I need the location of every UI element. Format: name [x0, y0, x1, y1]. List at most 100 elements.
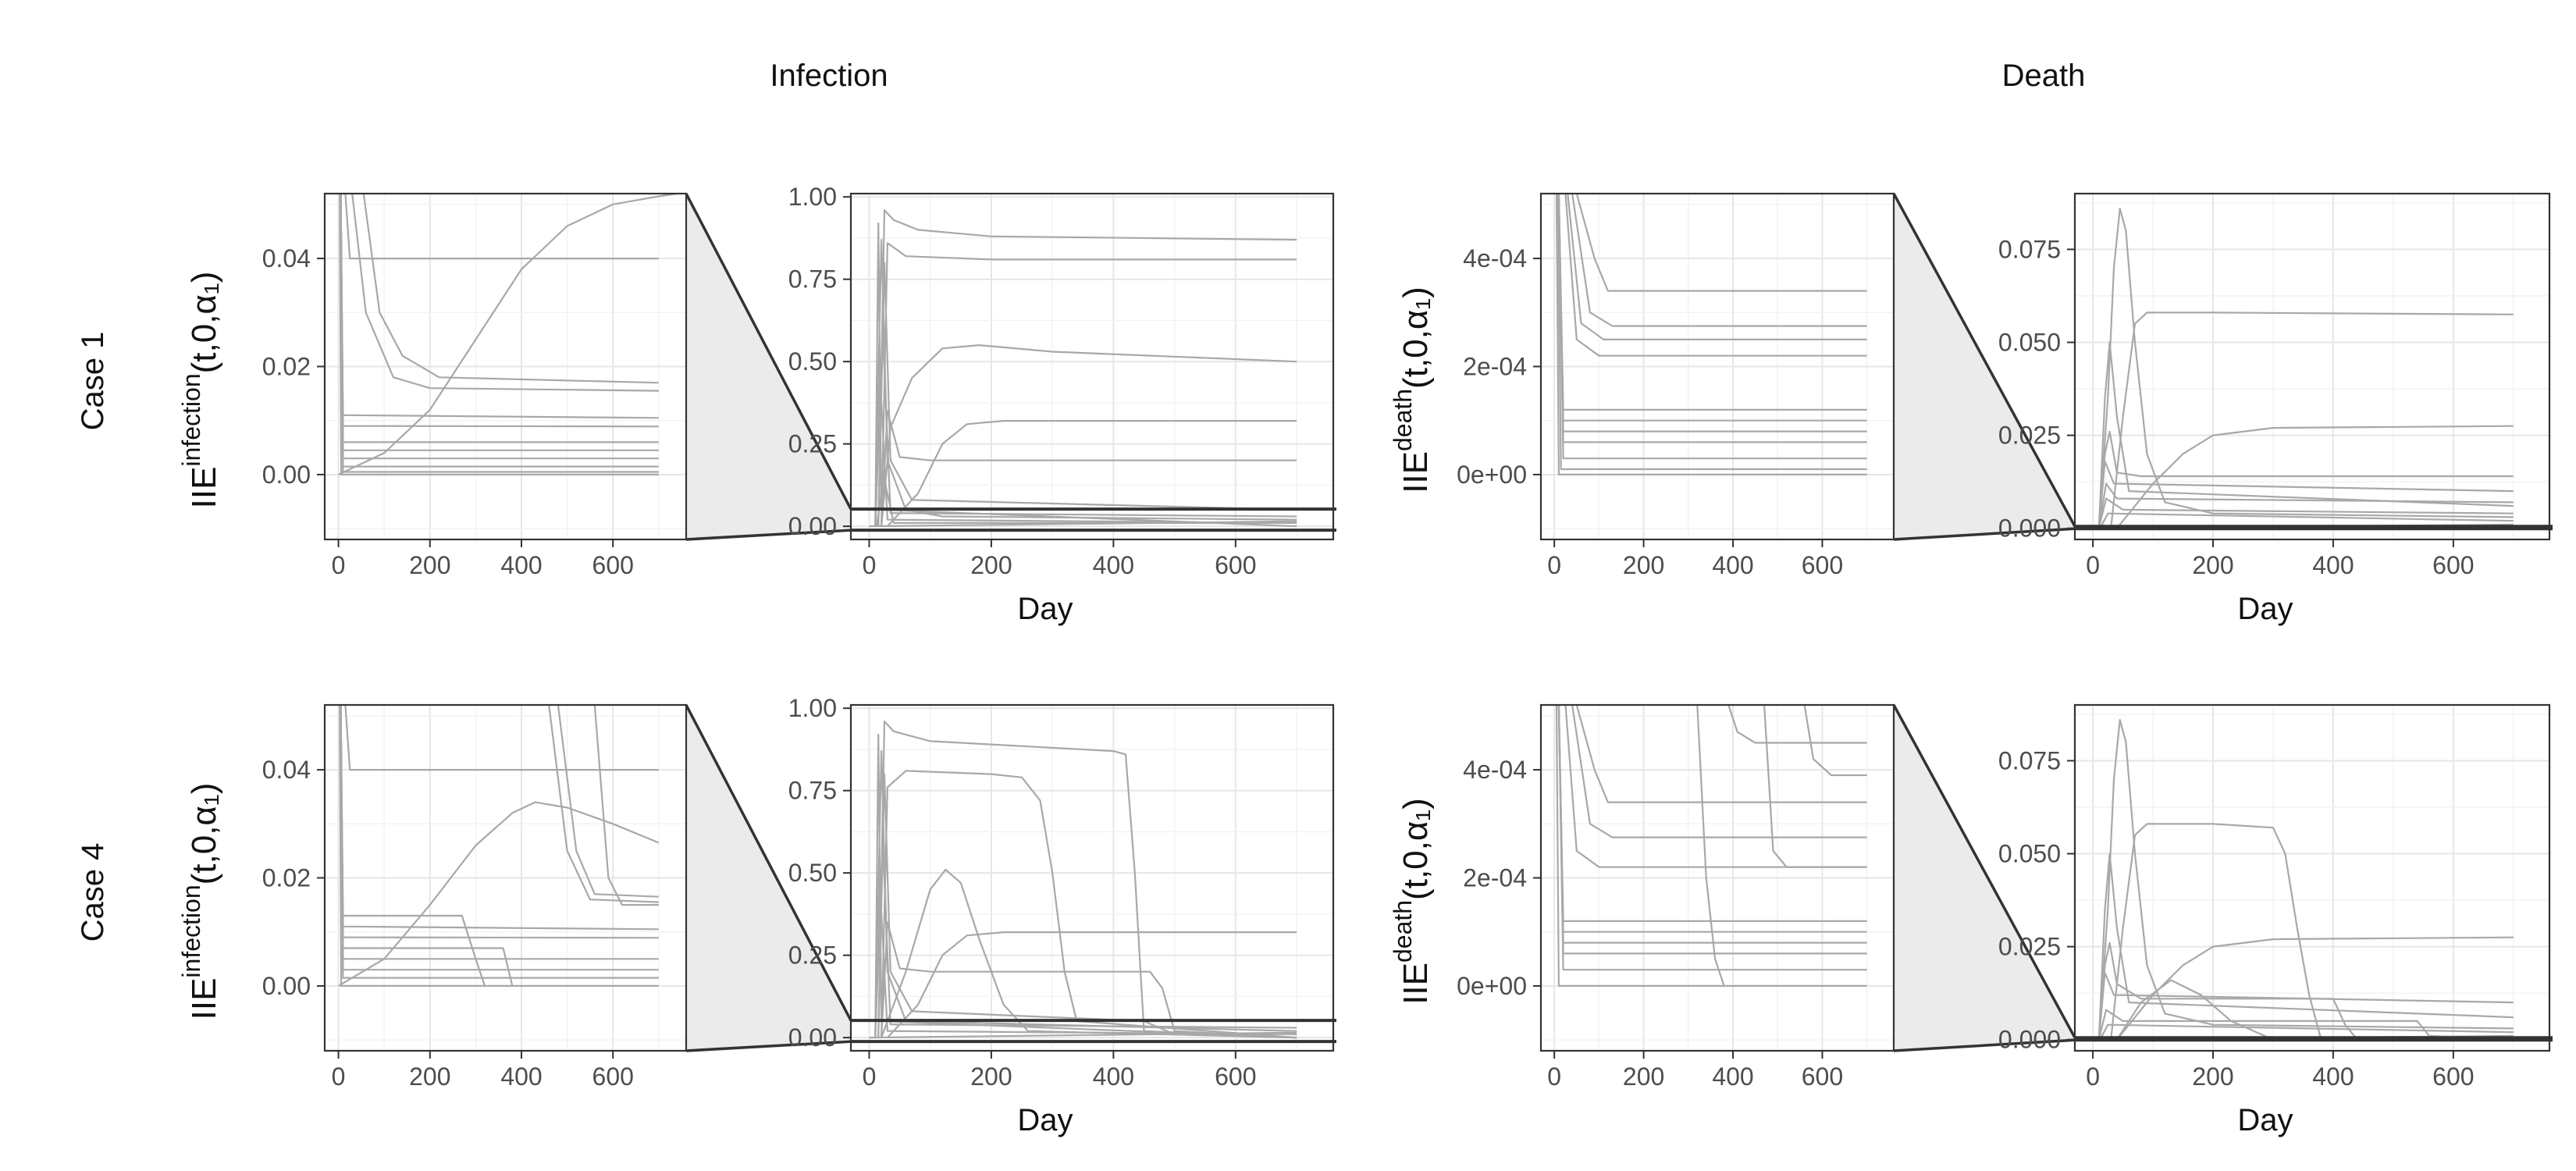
case-4-death-zoom-yaxis-title-args: (t,0,α₁)	[1397, 798, 1435, 900]
case-4-infection-zoom-xtick-label: 200	[409, 1062, 450, 1091]
case-1-death-full-series-line-9	[2099, 512, 2514, 529]
case-4-death-zoom-panel: 0 200 400 600 0e+00 2e-04 4e-04 IIEdeath(t,0,α₁…	[1389, 703, 1895, 1091]
case-1-death-full-xaxis-title: Day	[2237, 592, 2293, 626]
case-4-infection-zoom-series-group	[338, 705, 660, 987]
case-1-infection-full-series-line-10	[874, 327, 1297, 527]
case-1-death-full-series-line-3	[2097, 341, 2514, 529]
case-1-death-full-panel: 0 200 400 600 0.000 0.025 0.050 0.075 Day	[1998, 192, 2553, 626]
column-title-death: Death	[2002, 59, 2086, 93]
case-4-infection-full-ytick-label: 0.50	[788, 859, 837, 887]
case-4-death-full-panel: 0 200 400 600 0.000 0.025 0.050 0.075 Day	[1998, 703, 2553, 1137]
case-4-death-zoom-series-line-14	[1555, 705, 1867, 987]
case-4-death-zoom-ytick-label: 0e+00	[1457, 972, 1527, 1000]
case-4-infection-zoom-yaxis-title-main: IIE	[185, 978, 223, 1020]
case-1-death-full-series-line-6	[2097, 460, 2514, 529]
case-4-infection-zoom-xtick-label: 0	[332, 1062, 346, 1091]
case-1-infection-full-xtick-label: 400	[1093, 551, 1134, 579]
case-1-infection-zoom-xtick-label: 400	[500, 551, 542, 579]
case-4-infection-zoom-yaxis-title-args: (t,0,α₁)	[185, 783, 223, 885]
case-1-infection-zoom-series-line-13	[339, 194, 659, 475]
case-1-death-zoom-xtick-label: 600	[1802, 551, 1843, 579]
case-4-death-zoom-yaxis-title: IIEdeath(t,0,α₁)	[1389, 798, 1435, 1005]
case-1-death-zoom-ytick-label: 0e+00	[1457, 461, 1527, 489]
case-4-death-full-series-line-7	[2097, 971, 2514, 1040]
case-1-infection-full-xtick-label: 0	[863, 551, 877, 579]
case-4-infection-zoom-ytick-label: 0.00	[262, 972, 311, 1000]
case-1-infection-zoom-ytick-label: 0.00	[262, 461, 311, 489]
case-4-infection-full-series-line-5	[887, 931, 1297, 1038]
case-4-infection-zoom-xtick-label: 400	[500, 1062, 542, 1091]
case-1-infection-full-panel: 0 200 400 600 0.00 0.25 0.50 0.75 1.00 Day	[788, 183, 1336, 626]
case-4-infection-full-series-line-3	[881, 770, 1297, 1039]
case-1-infection-full-ytick-label: 0.75	[788, 265, 837, 294]
case-4-death-zoom-ytick-label: 2e-04	[1463, 864, 1527, 892]
case-1-infection-zoom-panel: 0 200 400 600 0.00 0.02 0.04 IIEinfection(t,0,α…	[177, 192, 688, 579]
case-4-death-full-xtick-label: 0	[2086, 1062, 2100, 1091]
case-1-death-full-series-group	[2093, 208, 2514, 529]
case-4-infection-zoom-connector-bottom	[685, 1040, 852, 1052]
case-4-death-full-ytick-label: 0.000	[1998, 1026, 2061, 1054]
case-1-infection-full-series-line-2	[877, 209, 1297, 527]
case-1-infection-full-xtick-label: 600	[1215, 551, 1256, 579]
case-1-death-full-xtick-label: 400	[2312, 551, 2354, 579]
case-4-death-full-series-line-3	[2097, 852, 2514, 1040]
case-4-death-full-xtick-label: 400	[2312, 1062, 2354, 1091]
case-1-infection-zoom-series-line-4	[351, 194, 659, 392]
case-4-death-zoom-xtick-label: 600	[1802, 1062, 1843, 1091]
case-1-infection-full-xaxis-title: Day	[1017, 592, 1073, 626]
case-1-death-zoom-panel: 0 200 400 600 0e+00 2e-04 4e-04 IIEdeath(t,0,α₁…	[1389, 192, 1895, 579]
case-4-infection-full-ytick-label: 1.00	[788, 694, 837, 722]
case-1-infection-zoom-connector-bottom	[685, 529, 852, 541]
case-4-death-full-xtick-label: 600	[2432, 1062, 2474, 1091]
case-1-infection-zoom-connector	[686, 194, 851, 539]
case-4-infection-full-xtick-label: 400	[1093, 1062, 1134, 1091]
case-4-death-zoom-xtick-label: 0	[1547, 1062, 1561, 1091]
case-4-infection-zoom-series-line-4	[557, 705, 659, 898]
case-1-death-zoom-connector	[1894, 194, 2075, 539]
case-1-death-zoom-series-line-12	[1555, 194, 1867, 475]
case-4-infection-zoom-yaxis-title: IIEinfection(t,0,α₁)	[177, 783, 223, 1020]
case-1-death-zoom-series-line-2	[1575, 194, 1867, 292]
case-1-infection-full-series-line-3	[881, 242, 1297, 527]
case-1-death-zoom-series-line-5	[1564, 194, 1867, 357]
case-1-death-zoom-xtick-label: 200	[1623, 551, 1664, 579]
case-4-infection-full-background	[851, 705, 1333, 1051]
case-4-infection-full-panel: 0 200 400 600 0.00 0.25 0.50 0.75 1.00 Day	[788, 694, 1336, 1137]
case-1-infection-zoom-ytick-label: 0.04	[262, 244, 311, 272]
case-1-death-zoom-series-line-4	[1567, 194, 1867, 340]
case-1-death-full-series-line-8	[2097, 497, 2514, 529]
case-4-infection-zoom-xtick-label: 600	[592, 1062, 634, 1091]
case-4-death-full-ytick-label: 0.075	[1998, 746, 2061, 774]
case-1-death-zoom-connector-top	[1892, 193, 2076, 528]
case-1-infection-full-ytick-label: 0.00	[788, 512, 837, 540]
case-4-infection-full-xtick-label: 600	[1215, 1062, 1256, 1091]
case-1-infection-full-ytick-label: 0.50	[788, 347, 837, 376]
case-4-death-zoom-yaxis-title-main: IIE	[1397, 963, 1435, 1005]
case-1-infection-zoom-xtick-label: 0	[332, 551, 346, 579]
case-1-death-full-series-line-4	[2116, 425, 2514, 529]
case-1-death-zoom-connector-bottom	[1893, 527, 2076, 541]
case-4-infection-full-series-line-11	[869, 1031, 1297, 1039]
case-4-infection-full-series-line-1	[874, 733, 1297, 1039]
case-4-death-full-series-line-2	[2110, 823, 2322, 1040]
case-1-infection-zoom-series-group	[338, 194, 678, 475]
case-4-death-full-series-line-4	[2116, 936, 2514, 1041]
case-4-death-full-series-line-5	[2115, 979, 2274, 1041]
case-4-infection-full-series-group	[869, 721, 1297, 1039]
case-1-infection-full-ytick-label: 1.00	[788, 183, 837, 211]
case-4-death-zoom-connector	[1894, 705, 2075, 1051]
case-4-death-zoom-series-group	[1554, 705, 1867, 987]
case-4-infection-full-series-line-2	[877, 721, 1297, 1039]
chart-panels: 0 200 400 6000.000.020.04IIEinfection(t,0,α…	[177, 183, 2553, 1137]
case-1-death-full-series-line-1	[2097, 208, 2514, 529]
case-1-infection-zoom-yaxis-title: IIEinfection(t,0,α₁)	[177, 272, 223, 509]
case-4-infection-zoom-panel: 0 200 400 600 0.00 0.02 0.04 IIEinfection(t,0,α…	[177, 703, 688, 1091]
case-4-infection-zoom-series-line-13	[340, 705, 659, 979]
case-1-infection-full-series-line-8	[881, 410, 1297, 527]
case-1-death-zoom-yaxis-title-args: (t,0,α₁)	[1397, 287, 1435, 389]
case-1-infection-full-series-line-12	[869, 520, 1297, 528]
case-4-infection-full-ytick-label: 0.25	[788, 941, 837, 970]
case-4-death-zoom-ytick-label: 4e-04	[1463, 756, 1527, 784]
case-4-infection-full-xaxis-title: Day	[1017, 1103, 1073, 1137]
